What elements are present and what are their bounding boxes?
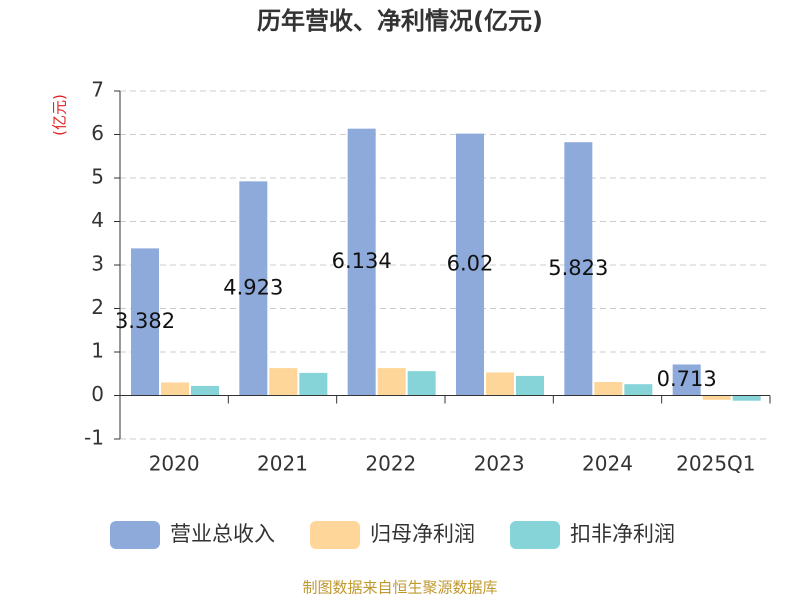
- bar: [486, 372, 514, 396]
- legend-swatch: [310, 521, 360, 549]
- bar: [564, 142, 593, 396]
- bar: [269, 368, 298, 396]
- bar: [347, 128, 376, 396]
- bar: [161, 382, 189, 396]
- y-tick-label: 0: [91, 382, 104, 406]
- y-tick-label: 2: [91, 295, 104, 319]
- bar: [672, 364, 701, 396]
- bar: [624, 384, 653, 396]
- bar: [407, 371, 436, 396]
- x-tick-label: 2023: [474, 452, 525, 476]
- y-tick-label: 4: [91, 208, 104, 232]
- x-tick-label: 2025Q1: [676, 452, 755, 476]
- x-tick-label: 2020: [149, 452, 200, 476]
- y-tick-label: 5: [91, 165, 104, 189]
- y-tick-label: -1: [84, 426, 104, 450]
- data-label: 5.823: [548, 256, 608, 280]
- x-tick-label: 2024: [582, 452, 633, 476]
- y-tick-label: 6: [91, 121, 104, 145]
- legend-label: 归母净利润: [370, 522, 475, 546]
- legend-label: 营业总收入: [170, 522, 275, 546]
- source-note: 制图数据来自恒生聚源数据库: [302, 579, 497, 597]
- bar: [131, 248, 159, 396]
- legend-label: 扣非净利润: [570, 522, 675, 546]
- bar: [299, 372, 328, 396]
- bar: [594, 382, 623, 396]
- legend-swatch: [510, 521, 560, 549]
- bar: [191, 385, 219, 396]
- chart-title: 历年营收、净利情况(亿元): [257, 7, 543, 35]
- bar: [456, 133, 484, 396]
- bar: [732, 395, 761, 401]
- data-label: 0.713: [657, 367, 717, 391]
- bar: [702, 395, 731, 400]
- y-tick-label: 3: [91, 252, 104, 276]
- bar: [516, 375, 544, 396]
- data-label: 3.382: [115, 309, 175, 333]
- data-label: 4.923: [223, 275, 283, 299]
- y-axis-label: (亿元): [51, 94, 69, 136]
- data-label: 6.134: [332, 249, 392, 273]
- bar: [239, 181, 268, 396]
- y-tick-label: 1: [91, 339, 104, 363]
- legend-swatch: [110, 521, 160, 549]
- y-tick-label: 7: [91, 78, 104, 102]
- x-tick-label: 2021: [257, 452, 308, 476]
- bar: [377, 368, 406, 396]
- data-label: 6.02: [447, 252, 494, 276]
- x-tick-label: 2022: [365, 452, 416, 476]
